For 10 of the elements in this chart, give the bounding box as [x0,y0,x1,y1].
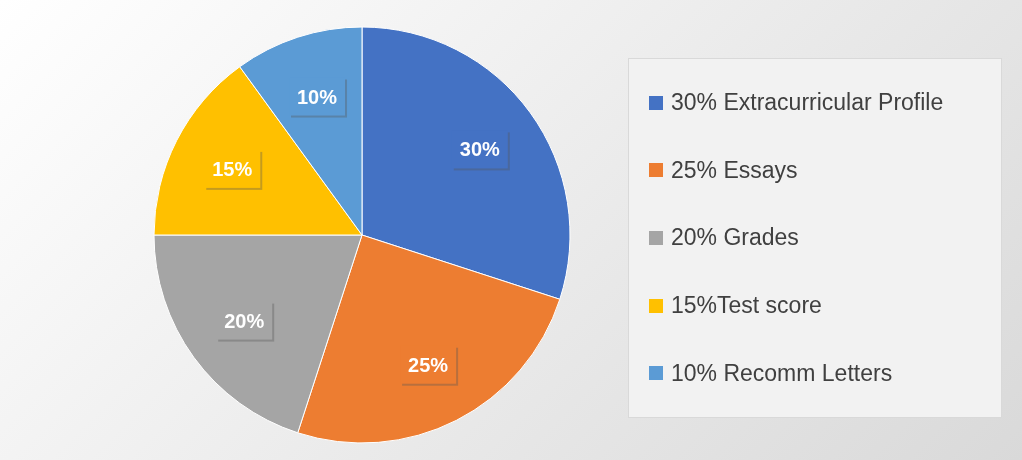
data-label: 30% [459,138,501,161]
legend-label: 25% Essays [671,156,798,184]
legend-label: 15%Test score [671,292,822,320]
data-label: 15% [212,157,253,180]
data-label: 20% [224,309,265,332]
data-label: 10% [296,85,338,108]
legend-label: 30% Extracurricular Profile [671,89,944,117]
legend-label: 20% Grades [671,224,799,252]
legend-label: 10% Recomm Letters [671,359,893,387]
data-label: 25% [408,353,449,376]
